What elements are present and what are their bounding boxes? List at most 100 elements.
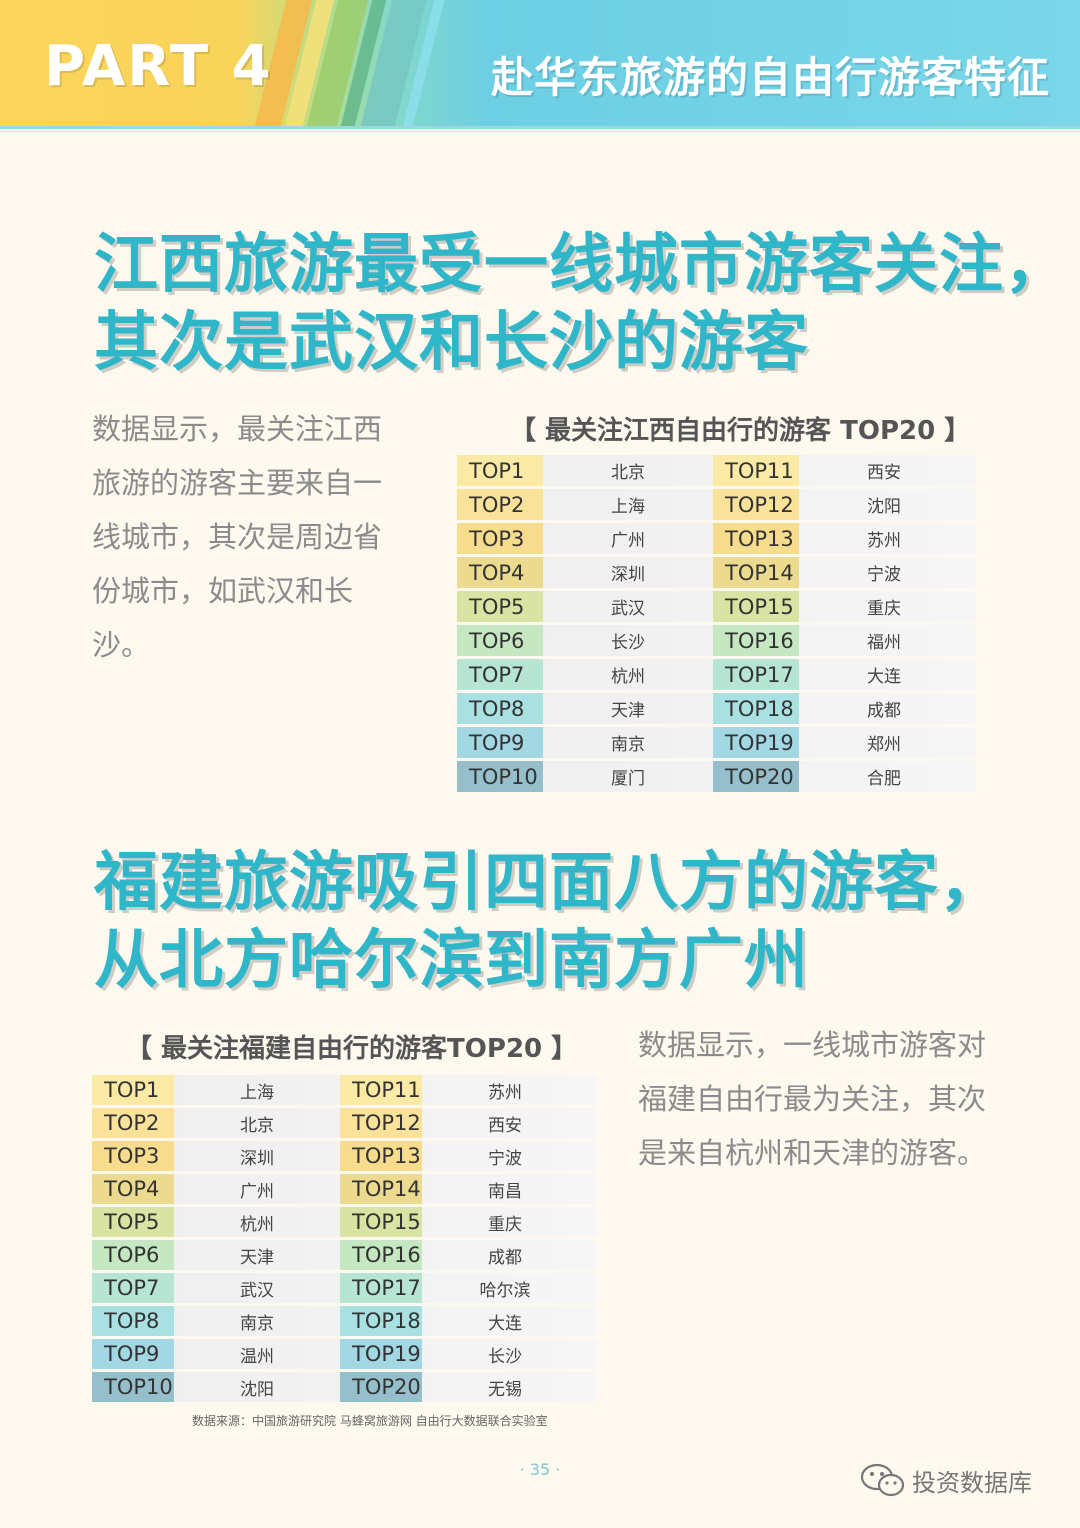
- city-name: 厦门: [611, 769, 645, 789]
- city-name: 郑州: [867, 735, 901, 755]
- rank-label: TOP1: [457, 455, 543, 486]
- jiangxi-ranking-table: TOP1 北京 TOP11 西安 TOP2 上海 TOP12 沈阳 TOP3 广州 TOP13 苏州 T…: [457, 455, 975, 795]
- rank-label: TOP18: [713, 693, 799, 724]
- table-row: TOP6 长沙 TOP16 福州: [457, 625, 975, 656]
- city-name: 南京: [240, 1313, 274, 1334]
- table-row: TOP10 厦门 TOP20 合肥: [457, 761, 975, 792]
- watermark: 投资数据库: [860, 1462, 1032, 1498]
- rank-label: TOP12: [340, 1108, 422, 1138]
- city-name: 天津: [611, 701, 645, 721]
- rank-label: TOP11: [340, 1075, 422, 1105]
- city-name: 大连: [867, 667, 901, 687]
- header-title: 赴华东旅游的自由行游客特征: [490, 53, 1050, 102]
- city-name: 成都: [488, 1247, 522, 1268]
- rank-label: TOP9: [92, 1339, 174, 1369]
- rank-label: TOP1: [92, 1075, 174, 1105]
- table-row: TOP3 深圳 TOP13 宁波: [92, 1141, 597, 1171]
- city-name: 武汉: [240, 1280, 274, 1301]
- city-name: 无锡: [488, 1379, 522, 1400]
- city-name: 南京: [611, 735, 645, 755]
- rank-label: TOP10: [92, 1372, 174, 1402]
- banner-divider: [0, 126, 1080, 129]
- fujian-ranking-table: TOP1 上海 TOP11 苏州 TOP2 北京 TOP12 西安 TOP3 深圳 TOP13 宁波 T…: [92, 1075, 597, 1405]
- rank-label: TOP2: [92, 1108, 174, 1138]
- rank-label: TOP19: [340, 1339, 422, 1369]
- rank-label: TOP14: [713, 557, 799, 588]
- city-name: 哈尔滨: [479, 1280, 531, 1301]
- table-row: TOP3 广州 TOP13 苏州: [457, 523, 975, 554]
- city-name: 长沙: [488, 1346, 522, 1367]
- rank-label: TOP3: [92, 1141, 174, 1171]
- rank-label: TOP15: [713, 591, 799, 622]
- wechat-icon: [860, 1463, 905, 1497]
- city-name: 深圳: [240, 1148, 274, 1169]
- rank-label: TOP6: [92, 1240, 174, 1270]
- city-name: 杭州: [611, 667, 645, 687]
- rank-label: TOP5: [457, 591, 543, 622]
- banner-divider-thin: [0, 131, 1080, 132]
- table-row: TOP4 深圳 TOP14 宁波: [457, 557, 975, 588]
- rank-label: TOP3: [457, 523, 543, 554]
- table-row: TOP4 广州 TOP14 南昌: [92, 1174, 597, 1204]
- section2-headline: 福建旅游吸引四面八方的游客， 从北方哈尔滨到南方广州: [94, 844, 1004, 1000]
- city-name: 北京: [240, 1115, 274, 1136]
- city-name: 宁波: [488, 1148, 522, 1169]
- city-name: 天津: [240, 1247, 274, 1268]
- rank-label: TOP14: [340, 1174, 422, 1204]
- city-name: 大连: [488, 1313, 522, 1334]
- table-row: TOP7 杭州 TOP17 大连: [457, 659, 975, 690]
- page-number: · 35 ·: [519, 1460, 561, 1479]
- rank-label: TOP11: [713, 455, 799, 486]
- rank-label: TOP4: [92, 1174, 174, 1204]
- city-name: 沈阳: [240, 1379, 274, 1400]
- data-source-note: 数据来源：中国旅游研究院 马蜂窝旅游网 自由行大数据联合实验室: [192, 1414, 548, 1428]
- rank-label: TOP7: [92, 1273, 174, 1303]
- city-name: 福州: [867, 633, 901, 653]
- section1-headline-line2: 其次是武汉和长沙的游客: [94, 306, 809, 380]
- city-name: 温州: [240, 1346, 274, 1367]
- city-name: 宁波: [867, 565, 901, 585]
- table-row: TOP1 北京 TOP11 西安: [457, 455, 975, 486]
- section1-paragraph: 数据显示，最关注江西旅游的游客主要来自一线城市，其次是周边省份城市，如武汉和长沙…: [92, 412, 383, 662]
- city-name: 杭州: [240, 1214, 274, 1235]
- section1-table-title: 【 最关注江西自由行的游客 TOP20 】: [510, 416, 971, 446]
- table-row: TOP9 南京 TOP19 郑州: [457, 727, 975, 758]
- rank-label: TOP8: [457, 693, 543, 724]
- city-name: 南昌: [488, 1181, 522, 1202]
- table-row: TOP9 温州 TOP19 长沙: [92, 1339, 597, 1369]
- table-row: TOP5 武汉 TOP15 重庆: [457, 591, 975, 622]
- city-name: 西安: [488, 1115, 522, 1136]
- rank-label: TOP5: [92, 1207, 174, 1237]
- rank-label: TOP8: [92, 1306, 174, 1336]
- watermark-text: 投资数据库: [912, 1468, 1032, 1497]
- section1-headline: 江西旅游最受一线城市游客关注， 其次是武汉和长沙的游客: [94, 226, 1069, 382]
- section2-table-title: 【 最关注福建自由行的游客TOP20 】: [126, 1034, 578, 1064]
- city-name: 武汉: [611, 599, 645, 619]
- rank-label: TOP15: [340, 1207, 422, 1237]
- part-label: PART 4: [44, 34, 273, 99]
- rank-label: TOP16: [713, 625, 799, 656]
- city-name: 深圳: [611, 565, 645, 585]
- rank-label: TOP7: [457, 659, 543, 690]
- city-name: 上海: [611, 497, 645, 517]
- rank-label: TOP9: [457, 727, 543, 758]
- city-name: 苏州: [488, 1082, 522, 1103]
- rank-label: TOP18: [340, 1306, 422, 1336]
- city-name: 广州: [611, 531, 645, 551]
- rank-label: TOP10: [457, 761, 543, 792]
- table-row: TOP6 天津 TOP16 成都: [92, 1240, 597, 1270]
- city-name: 沈阳: [867, 497, 901, 517]
- rank-label: TOP16: [340, 1240, 422, 1270]
- city-name: 上海: [240, 1082, 274, 1103]
- city-name: 苏州: [867, 531, 901, 551]
- section2-headline-line2: 从北方哈尔滨到南方广州: [94, 924, 809, 998]
- rank-label: TOP13: [340, 1141, 422, 1171]
- section2-headline-line1: 福建旅游吸引四面八方的游客，: [94, 846, 1004, 920]
- table-row: TOP8 天津 TOP18 成都: [457, 693, 975, 724]
- table-row: TOP10 沈阳 TOP20 无锡: [92, 1372, 597, 1402]
- header-banner: PART 4 赴华东旅游的自由行游客特征: [0, 0, 1080, 126]
- city-name: 成都: [867, 701, 901, 721]
- rank-label: TOP4: [457, 557, 543, 588]
- rank-label: TOP13: [713, 523, 799, 554]
- rank-label: TOP20: [713, 761, 799, 792]
